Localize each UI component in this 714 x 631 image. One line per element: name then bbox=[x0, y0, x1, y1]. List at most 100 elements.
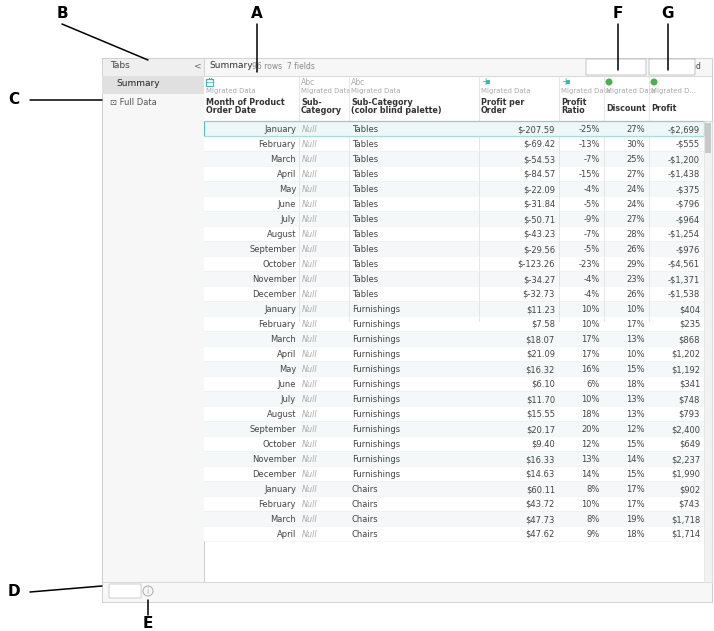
Text: August: August bbox=[266, 410, 296, 419]
Text: Profit per: Profit per bbox=[481, 98, 524, 107]
Text: October: October bbox=[262, 260, 296, 269]
Text: $9.40: $9.40 bbox=[531, 440, 555, 449]
Text: Furnishings: Furnishings bbox=[352, 320, 400, 329]
Text: Migrated D...: Migrated D... bbox=[651, 88, 696, 94]
Text: $-54.53: $-54.53 bbox=[523, 155, 555, 164]
Text: -$1,438: -$1,438 bbox=[668, 170, 700, 179]
Text: Null: Null bbox=[302, 140, 318, 149]
Text: -7%: -7% bbox=[583, 155, 600, 164]
Text: 13%: 13% bbox=[626, 335, 645, 344]
Text: G: G bbox=[662, 6, 674, 21]
Text: A: A bbox=[251, 6, 263, 21]
Text: -$1,200: -$1,200 bbox=[668, 155, 700, 164]
Text: 19%: 19% bbox=[626, 515, 645, 524]
Text: Null: Null bbox=[302, 200, 318, 209]
Text: -$1,254: -$1,254 bbox=[668, 230, 700, 239]
Bar bbox=[705, 123, 711, 153]
Text: 12%: 12% bbox=[581, 440, 600, 449]
Bar bbox=[204, 226, 712, 241]
Text: Furnishings: Furnishings bbox=[352, 365, 400, 374]
Text: 16%: 16% bbox=[581, 365, 600, 374]
Text: Tables: Tables bbox=[352, 140, 378, 149]
Bar bbox=[204, 286, 712, 301]
Text: Discount: Discount bbox=[606, 104, 645, 113]
Text: -$4,561: -$4,561 bbox=[668, 260, 700, 269]
Text: B: B bbox=[56, 6, 68, 21]
Text: 17%: 17% bbox=[626, 485, 645, 494]
Text: $902: $902 bbox=[679, 485, 700, 494]
Text: -4%: -4% bbox=[584, 275, 600, 284]
Text: Null: Null bbox=[302, 470, 318, 479]
Text: Null: Null bbox=[302, 350, 318, 359]
Bar bbox=[102, 76, 204, 94]
Text: $-69.42: $-69.42 bbox=[523, 140, 555, 149]
Text: March: March bbox=[271, 515, 296, 524]
Text: Furnishings: Furnishings bbox=[352, 335, 400, 344]
Text: Migrated Data: Migrated Data bbox=[301, 88, 351, 94]
Bar bbox=[204, 481, 712, 496]
Text: 13%: 13% bbox=[626, 410, 645, 419]
Text: Tabs: Tabs bbox=[110, 61, 130, 70]
Text: Null: Null bbox=[302, 425, 318, 434]
Text: C: C bbox=[9, 93, 19, 107]
Text: Tables: Tables bbox=[352, 170, 378, 179]
Text: 30%: 30% bbox=[626, 140, 645, 149]
Text: April: April bbox=[276, 350, 296, 359]
Text: -$964: -$964 bbox=[675, 215, 700, 224]
Text: December: December bbox=[252, 470, 296, 479]
Bar bbox=[204, 196, 712, 211]
Text: $649: $649 bbox=[679, 440, 700, 449]
Text: May: May bbox=[278, 185, 296, 194]
Text: Category: Category bbox=[301, 106, 342, 115]
Bar bbox=[204, 121, 704, 136]
Bar bbox=[566, 80, 570, 84]
Text: Abc: Abc bbox=[301, 78, 316, 87]
Text: Chairs: Chairs bbox=[352, 530, 378, 539]
Bar bbox=[204, 301, 712, 316]
Text: Tables: Tables bbox=[352, 200, 378, 209]
Text: November: November bbox=[252, 455, 296, 464]
Text: $11.23: $11.23 bbox=[526, 305, 555, 314]
Text: +: + bbox=[561, 77, 569, 87]
Text: 96 rows  7 fields: 96 rows 7 fields bbox=[252, 62, 315, 71]
Text: F: F bbox=[613, 6, 623, 21]
Text: Furnishings: Furnishings bbox=[352, 350, 400, 359]
Text: 24%: 24% bbox=[626, 200, 645, 209]
Text: 17%: 17% bbox=[581, 350, 600, 359]
Bar bbox=[204, 271, 712, 286]
Text: -5%: -5% bbox=[584, 200, 600, 209]
Text: 27%: 27% bbox=[626, 170, 645, 179]
Text: Null: Null bbox=[302, 125, 318, 134]
Text: January: January bbox=[264, 305, 296, 314]
Text: 15%: 15% bbox=[626, 470, 645, 479]
Text: $1,714: $1,714 bbox=[671, 530, 700, 539]
Text: February: February bbox=[258, 140, 296, 149]
Text: 26%: 26% bbox=[626, 290, 645, 299]
Text: 17%: 17% bbox=[581, 335, 600, 344]
Text: Null: Null bbox=[302, 335, 318, 344]
Text: rows: rows bbox=[122, 587, 140, 596]
Text: -15%: -15% bbox=[578, 170, 600, 179]
Text: 15%: 15% bbox=[626, 440, 645, 449]
Text: Migrated Data: Migrated Data bbox=[481, 88, 531, 94]
Text: Tables: Tables bbox=[352, 215, 378, 224]
Text: December: December bbox=[252, 290, 296, 299]
Text: 20%: 20% bbox=[581, 425, 600, 434]
Text: 26%: 26% bbox=[626, 245, 645, 254]
Text: Null: Null bbox=[302, 500, 318, 509]
Bar bbox=[206, 79, 213, 86]
Text: Furnishings: Furnishings bbox=[352, 425, 400, 434]
Text: -25%: -25% bbox=[578, 125, 600, 134]
Text: $6.10: $6.10 bbox=[531, 380, 555, 389]
Text: April: April bbox=[276, 530, 296, 539]
Text: ⊡ Full Data: ⊡ Full Data bbox=[110, 98, 157, 107]
Bar bbox=[102, 58, 204, 602]
Text: -23%: -23% bbox=[578, 260, 600, 269]
Text: $15.55: $15.55 bbox=[526, 410, 555, 419]
Bar bbox=[204, 151, 712, 166]
Text: $1,718: $1,718 bbox=[670, 515, 700, 524]
Text: July: July bbox=[281, 395, 296, 404]
Text: 17%: 17% bbox=[626, 500, 645, 509]
Text: $2,400: $2,400 bbox=[671, 425, 700, 434]
Text: +: + bbox=[481, 77, 489, 87]
